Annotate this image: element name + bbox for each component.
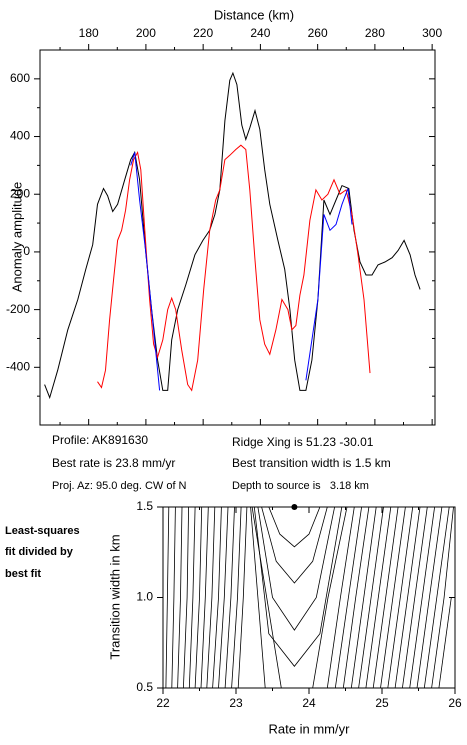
contour-line xyxy=(206,507,216,688)
x-tick-label: 280 xyxy=(365,26,385,40)
y-axis-label: Transition width in km xyxy=(107,534,122,659)
contour-line xyxy=(334,507,362,688)
contour-line xyxy=(402,507,428,688)
contour-line xyxy=(423,507,450,688)
annotation: Proj. Az: 95.0 deg. CW of N xyxy=(52,480,187,492)
annotation: Best rate is 23.8 mm/yr xyxy=(52,456,175,470)
contour-line xyxy=(372,507,399,688)
note-line: best fit xyxy=(5,568,41,580)
contour-line xyxy=(365,507,392,688)
contour-line xyxy=(237,507,248,688)
y-tick-label: 1.5 xyxy=(136,499,153,513)
contour-line xyxy=(342,507,370,688)
contour-line xyxy=(257,507,335,631)
contour-line xyxy=(218,507,229,688)
contour-line xyxy=(250,507,266,688)
y-tick-label: 200 xyxy=(10,186,30,200)
y-tick-label: 0.5 xyxy=(136,680,153,694)
y-tick-label: -400 xyxy=(6,359,30,373)
contour-line xyxy=(350,507,377,688)
x-tick-label: 22 xyxy=(156,696,170,710)
profile-line xyxy=(44,71,421,400)
annotation: Best transition width is 1.5 km xyxy=(232,456,391,470)
annotation: Profile: AK891630 xyxy=(52,433,148,447)
contour-line xyxy=(438,597,452,688)
annotation: Ridge Xing is 51.23 -30.01 xyxy=(232,435,374,449)
best-fit-point xyxy=(291,504,298,510)
x-tick-label: 26 xyxy=(448,696,462,710)
x-tick-label: 260 xyxy=(308,26,328,40)
contour-line xyxy=(231,507,242,688)
x-tick-label: 25 xyxy=(375,696,389,710)
contour-line xyxy=(177,507,183,688)
y-tick-label: -200 xyxy=(6,302,30,316)
y-tick-label: 1.0 xyxy=(136,590,153,604)
contour-line xyxy=(261,507,328,584)
x-tick-label: 180 xyxy=(79,26,99,40)
y-tick-label: 0 xyxy=(23,244,30,258)
y-tick-label: 600 xyxy=(10,71,30,85)
y-axis-label: Anomaly amplitude xyxy=(9,182,24,293)
contour-line xyxy=(387,507,414,688)
x-tick-label: 24 xyxy=(302,696,316,710)
x-tick-label: 23 xyxy=(229,696,243,710)
contour-line xyxy=(224,507,235,688)
contour-line xyxy=(253,507,343,667)
x-axis-label: Distance (km) xyxy=(214,7,294,22)
note-line: fit divided by xyxy=(5,546,74,558)
contour-line xyxy=(326,507,355,688)
contour-line xyxy=(183,507,189,688)
contour-line xyxy=(416,507,443,688)
x-tick-label: 200 xyxy=(136,26,156,40)
profile-line xyxy=(130,152,353,391)
contour-line xyxy=(171,507,176,688)
contour-line xyxy=(409,507,435,688)
x-axis-label: Rate in mm/yr xyxy=(269,721,351,736)
contour-line xyxy=(358,507,384,688)
note-line: Least-squares xyxy=(5,525,80,537)
x-tick-label: 300 xyxy=(422,26,442,40)
contour-line xyxy=(268,507,321,548)
x-tick-label: 220 xyxy=(193,26,213,40)
contour-line xyxy=(212,507,222,688)
contour-line xyxy=(431,507,454,688)
y-tick-label: 400 xyxy=(10,129,30,143)
x-tick-label: 240 xyxy=(250,26,270,40)
contour-line xyxy=(312,507,348,688)
contour-line xyxy=(194,507,203,688)
contour-line xyxy=(394,507,421,688)
annotation: Depth to source is 3.18 km xyxy=(232,480,369,492)
contour-line xyxy=(200,507,209,688)
contour-line xyxy=(188,507,196,688)
plot-frame xyxy=(39,49,436,426)
contour-line xyxy=(380,507,406,688)
profile-line xyxy=(97,144,371,392)
contour-line xyxy=(165,507,170,688)
contour-line xyxy=(251,507,282,688)
